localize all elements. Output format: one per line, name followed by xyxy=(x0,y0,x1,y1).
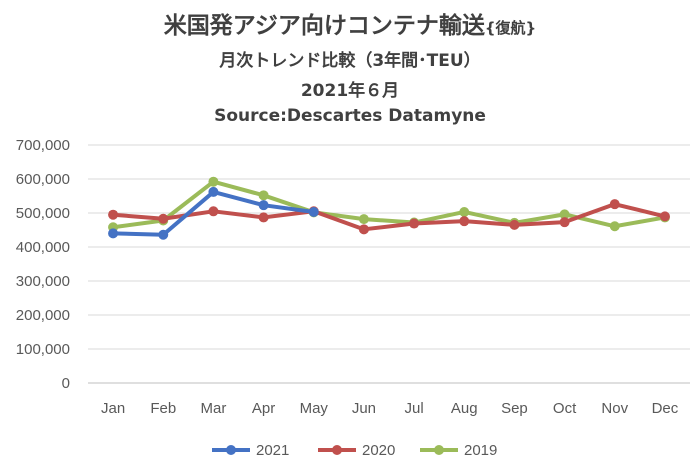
data-point-2020 xyxy=(108,209,119,220)
x-tick-label: Dec xyxy=(652,400,679,417)
legend-marker-2021 xyxy=(226,445,236,455)
x-tick-label: Sep xyxy=(501,400,528,417)
data-point-2020 xyxy=(559,217,570,228)
data-point-2020 xyxy=(208,206,219,217)
data-point-2021 xyxy=(108,228,119,239)
data-point-2019 xyxy=(208,176,219,187)
chart-source: Source:Descartes Datamyne xyxy=(214,106,486,126)
y-tick-label: 0 xyxy=(62,375,70,392)
y-tick-label: 200,000 xyxy=(16,307,70,324)
x-tick-label: May xyxy=(300,400,329,417)
data-point-2020 xyxy=(158,213,169,224)
x-tick-label: Jul xyxy=(404,400,423,417)
data-point-2020 xyxy=(358,224,369,235)
data-point-2019 xyxy=(459,206,470,217)
data-point-2020 xyxy=(258,212,269,223)
data-point-2020 xyxy=(659,211,670,222)
x-tick-label: Mar xyxy=(200,400,226,417)
legend-label-2020: 2020 xyxy=(362,442,395,459)
x-tick-label: Feb xyxy=(150,400,176,417)
x-tick-label: Oct xyxy=(553,400,577,417)
series-line-2020 xyxy=(112,202,666,232)
x-tick-label: Aug xyxy=(451,400,478,417)
data-point-2020 xyxy=(509,219,520,230)
series-line-2019 xyxy=(112,179,666,230)
data-point-2021 xyxy=(208,186,219,197)
x-tick-label: Apr xyxy=(252,400,275,417)
y-tick-label: 400,000 xyxy=(16,239,70,256)
y-tick-label: 700,000 xyxy=(16,137,70,154)
x-tick-label: Nov xyxy=(601,400,628,417)
x-tick-label: Jan xyxy=(101,400,125,417)
y-tick-label: 300,000 xyxy=(16,273,70,290)
data-point-2020 xyxy=(459,216,470,227)
data-point-2019 xyxy=(609,221,620,232)
legend-marker-2019 xyxy=(434,445,444,455)
chart-date-label: 2021年６月 xyxy=(300,81,400,101)
legend-label-2021: 2021 xyxy=(256,442,289,459)
data-point-2021 xyxy=(258,200,269,211)
data-point-2021 xyxy=(308,206,319,217)
y-tick-label: 600,000 xyxy=(16,171,70,188)
legend-label-2019: 2019 xyxy=(464,442,497,459)
data-point-2021 xyxy=(158,229,169,240)
chart-subtitle: 月次トレンド比較（3年間･TEU） xyxy=(219,51,481,71)
data-point-2019 xyxy=(258,190,269,201)
y-tick-label: 500,000 xyxy=(16,205,70,222)
x-tick-label: Jun xyxy=(352,400,376,417)
data-point-2020 xyxy=(409,218,420,229)
y-tick-label: 100,000 xyxy=(16,341,70,358)
data-point-2019 xyxy=(559,209,570,220)
data-point-2019 xyxy=(358,214,369,225)
legend-marker-2020 xyxy=(332,445,342,455)
chart-title: 米国発アジア向けコンテナ輸送{復航} xyxy=(163,13,537,39)
chart-title-suffix: {復航} xyxy=(484,19,537,37)
data-point-2020 xyxy=(609,199,620,210)
